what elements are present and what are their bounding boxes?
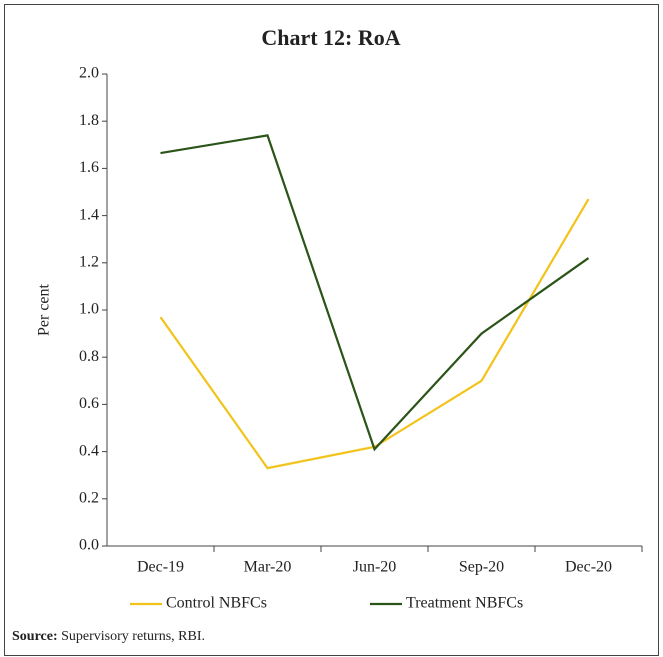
line-series — [159, 198, 590, 470]
y-tick-label: 1.0 — [79, 301, 99, 318]
y-tick-label: 0.8 — [79, 348, 99, 365]
x-tick-label: Dec-20 — [565, 559, 612, 576]
source: Source: Supervisory returns, RBI. — [12, 629, 205, 644]
y-tick-label: 0.4 — [79, 442, 99, 459]
y-axis-label: Per cent — [36, 283, 53, 336]
source-text: Supervisory returns, RBI. — [61, 629, 205, 644]
x-tick-label: Sep-20 — [459, 559, 504, 576]
y-tick-label: 2.0 — [79, 65, 99, 82]
x-tick-label: Jun-20 — [353, 559, 397, 576]
legend-label: Control NBFCs — [166, 595, 267, 612]
x-tick-label: Mar-20 — [244, 559, 292, 576]
y-tick-label: 1.4 — [79, 206, 99, 223]
chart-title: Chart 12: RoA — [261, 25, 400, 50]
y-tick-label: 0.2 — [79, 489, 99, 506]
line-series — [160, 134, 590, 452]
y-tick-label: 1.8 — [79, 112, 99, 129]
y-tick-label: 0.0 — [79, 537, 99, 554]
source-label: Source: — [12, 629, 58, 644]
y-tick-label: 0.6 — [79, 395, 99, 412]
legend-label: Treatment NBFCs — [406, 595, 523, 612]
frame — [4, 4, 659, 656]
y-tick-label: 1.6 — [79, 159, 99, 176]
x-tick-label: Dec-19 — [137, 559, 184, 576]
y-tick-label: 1.2 — [79, 253, 99, 270]
